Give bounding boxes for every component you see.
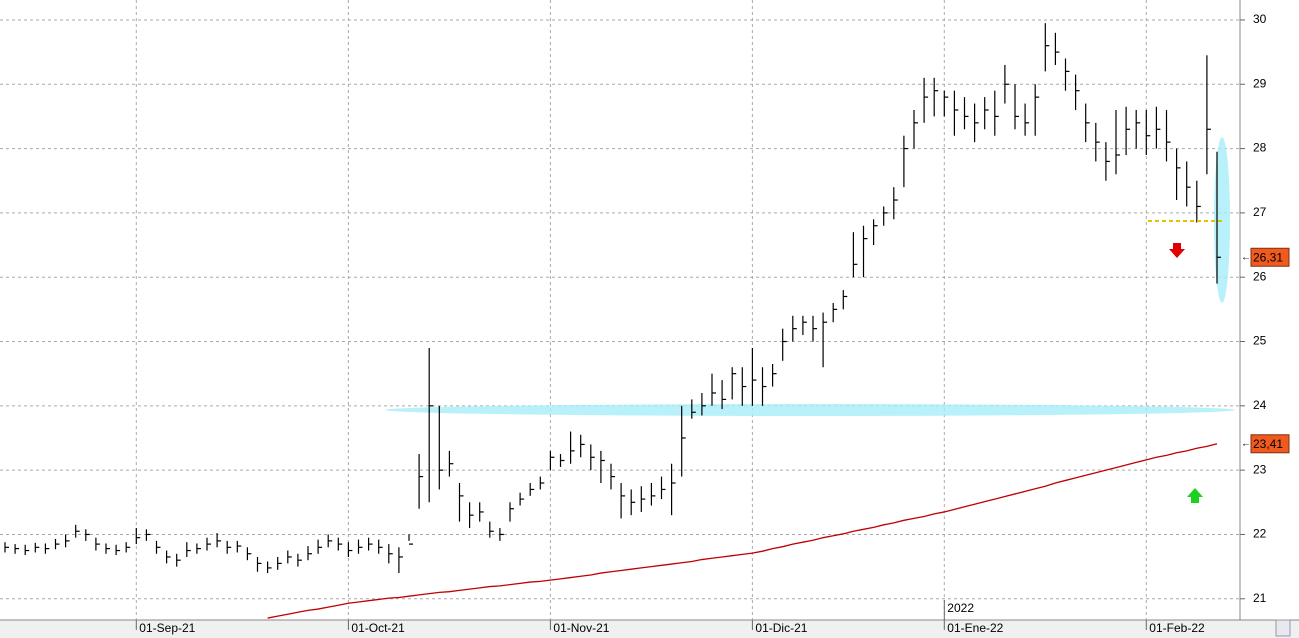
x-tick-label: 01-Dic-21: [755, 621, 807, 635]
x-tick-label: 01-Ene-22: [947, 621, 1003, 635]
last-label-box: [1250, 434, 1290, 454]
y-tick-label: 29: [1253, 76, 1267, 90]
grid: [0, 0, 1240, 620]
up-arrow: [1187, 488, 1203, 503]
axis: 21 22 23 24 25 26 27 28 29 30 01-Sep-21 01-Oct-21 01…: [135, 12, 1290, 635]
y-tick-label: 26: [1253, 269, 1267, 283]
y-tick-label: 23: [1253, 462, 1267, 476]
corner-icon[interactable]: [1275, 619, 1291, 637]
last-label-box: [1250, 247, 1290, 267]
x-tick-label: 01-Oct-21: [351, 621, 405, 635]
last-arrow: ←: [1241, 438, 1251, 449]
y-tick-label: 28: [1253, 141, 1267, 155]
x-tick-label: 01-Feb-22: [1149, 621, 1205, 635]
y-tick-label: 21: [1253, 591, 1267, 605]
moving-average: [267, 443, 1218, 619]
x-axis-band: [0, 620, 1299, 638]
last-arrow: ←: [1241, 252, 1251, 263]
y-tick-label: 30: [1253, 12, 1267, 26]
last-label: 26,31: [1253, 250, 1283, 264]
y-tick-label: 25: [1253, 334, 1267, 348]
y-tick-label: 22: [1253, 527, 1267, 541]
x-tick-label: 01-Nov-21: [553, 621, 609, 635]
last-label: 23,41: [1253, 437, 1283, 451]
support-band: [385, 404, 1235, 416]
marks: [4, 23, 1221, 619]
x-tick-label: 01-Sep-21: [139, 621, 195, 635]
y-tick-label: 27: [1253, 205, 1267, 219]
year-label: 2022: [947, 601, 974, 615]
y-tick-label: 24: [1253, 398, 1267, 412]
down-arrow: [1169, 243, 1185, 258]
